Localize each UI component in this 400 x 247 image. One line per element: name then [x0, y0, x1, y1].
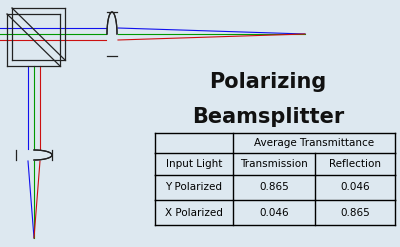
- Text: Y Polarized: Y Polarized: [166, 183, 222, 192]
- Text: 0.865: 0.865: [259, 183, 289, 192]
- Text: 0.865: 0.865: [340, 207, 370, 218]
- Text: Transmission: Transmission: [240, 159, 308, 169]
- Text: 0.046: 0.046: [340, 183, 370, 192]
- Text: Reflection: Reflection: [329, 159, 381, 169]
- Text: X Polarized: X Polarized: [165, 207, 223, 218]
- Text: Input Light: Input Light: [166, 159, 222, 169]
- Text: Average Transmittance: Average Transmittance: [254, 138, 374, 148]
- Text: Beamsplitter: Beamsplitter: [192, 107, 344, 127]
- Text: 0.046: 0.046: [259, 207, 289, 218]
- Text: Polarizing: Polarizing: [209, 72, 327, 92]
